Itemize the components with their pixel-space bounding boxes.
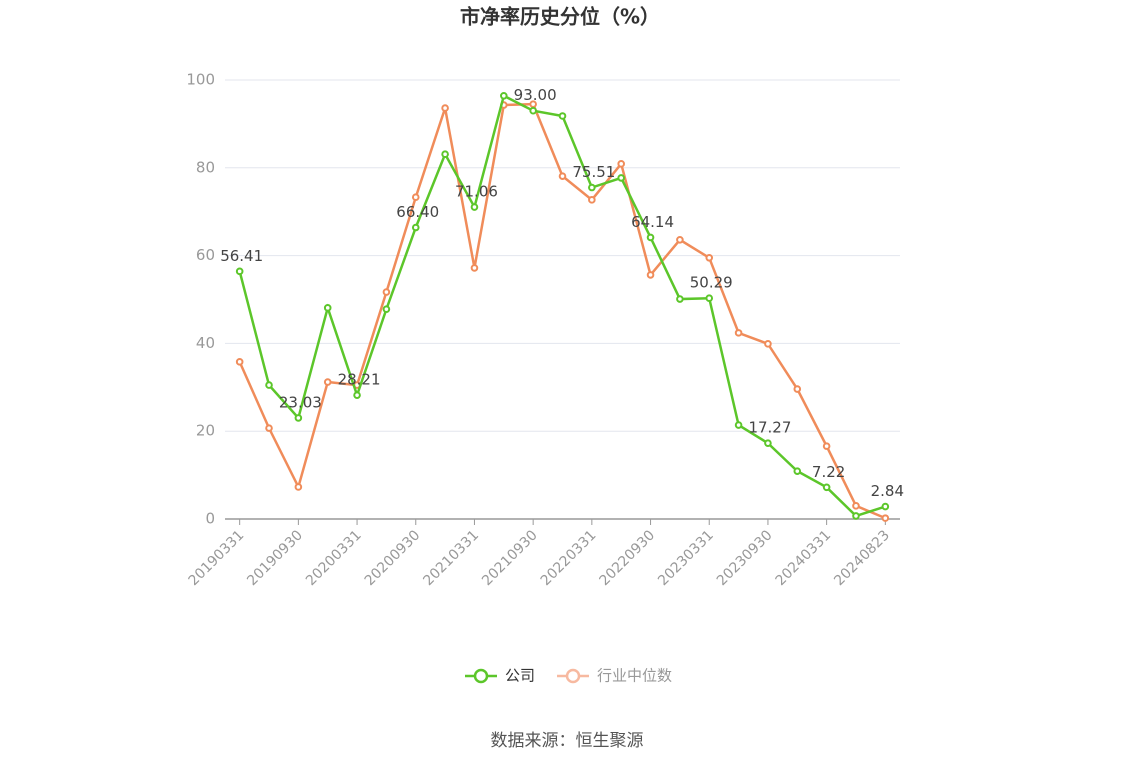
value-label: 17.27 (748, 419, 791, 437)
point (646, 271, 655, 279)
legend-marker (473, 668, 489, 684)
legend-item: 行业中位数 (557, 667, 672, 685)
x-tick-label: 20240823 (831, 527, 893, 589)
point (323, 304, 332, 312)
series-line (238, 102, 886, 520)
y-tick-label: 20 (196, 422, 215, 440)
point (793, 467, 802, 475)
point (617, 174, 625, 182)
point (705, 294, 714, 303)
point (793, 385, 802, 393)
point (734, 421, 743, 429)
point (588, 183, 596, 192)
point (500, 92, 508, 100)
value-label: 93.00 (514, 86, 557, 104)
point (676, 235, 684, 244)
point (852, 512, 860, 520)
y-tick-label: 60 (196, 246, 215, 264)
point (588, 196, 596, 204)
x-tick-label: 20190930 (244, 527, 306, 589)
value-label: 56.41 (220, 247, 263, 265)
point (323, 378, 332, 386)
point (881, 502, 890, 511)
x-tick-label: 20190331 (186, 527, 248, 589)
value-label: 23.03 (279, 393, 322, 411)
point (705, 253, 714, 262)
x-tick-label: 20220930 (596, 527, 658, 589)
x-tick-label: 20230331 (655, 527, 717, 589)
legend-label: 公司 (505, 667, 535, 685)
point (558, 112, 567, 120)
legend-item: 公司 (465, 667, 535, 685)
legend-marker (565, 668, 581, 684)
point (852, 502, 860, 510)
value-label: 66.40 (396, 203, 439, 221)
value-label: 71.06 (455, 183, 498, 201)
y-tick-label: 40 (196, 334, 215, 352)
point (294, 414, 303, 422)
x-tick-label: 20200930 (362, 527, 424, 589)
point (382, 305, 391, 313)
point (235, 267, 244, 276)
x-tick-label: 20210331 (420, 527, 482, 589)
point (294, 483, 303, 491)
series-line (238, 93, 886, 518)
value-label: 2.84 (871, 482, 904, 500)
value-label: 75.51 (572, 163, 615, 181)
y-tick-label: 80 (196, 158, 215, 176)
point (411, 223, 420, 232)
point (265, 424, 273, 432)
point (676, 295, 684, 303)
point (235, 358, 244, 366)
point (646, 233, 655, 242)
point (617, 160, 625, 168)
value-label: 50.29 (690, 274, 733, 292)
point (265, 381, 273, 389)
value-label: 28.21 (338, 371, 381, 389)
source-note: 数据来源：恒生聚源 (491, 731, 644, 751)
point (411, 193, 420, 202)
value-label: 64.14 (631, 213, 674, 231)
point (764, 340, 772, 348)
point (764, 439, 772, 447)
point (441, 150, 449, 158)
legend-label: 行业中位数 (597, 667, 672, 685)
point (353, 391, 361, 399)
y-tick-label: 0 (205, 510, 215, 528)
value-label: 7.22 (812, 463, 845, 481)
point (470, 203, 479, 211)
x-tick-label: 20200331 (303, 527, 365, 589)
point (382, 288, 391, 296)
point (881, 514, 890, 522)
x-tick-label: 20230930 (714, 527, 776, 589)
point (558, 172, 567, 180)
point (441, 104, 449, 112)
point (529, 106, 537, 115)
point (822, 442, 831, 450)
x-tick-label: 20220331 (538, 527, 600, 589)
point (822, 483, 831, 492)
chart-title: 市净率历史分位（%） (460, 5, 660, 29)
point (734, 329, 743, 337)
y-tick-label: 100 (186, 71, 215, 89)
point (470, 264, 479, 272)
x-tick-label: 20210930 (479, 527, 541, 589)
x-tick-label: 20240331 (773, 527, 835, 589)
